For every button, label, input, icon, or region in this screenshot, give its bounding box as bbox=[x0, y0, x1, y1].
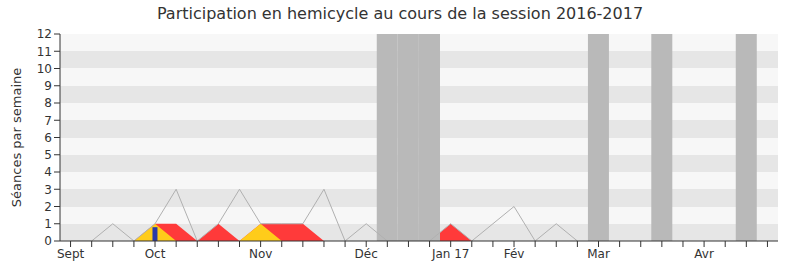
svg-text:0: 0 bbox=[44, 234, 52, 248]
svg-text:9: 9 bbox=[44, 79, 52, 93]
svg-text:12: 12 bbox=[37, 28, 52, 41]
svg-text:Déc: Déc bbox=[355, 247, 378, 261]
svg-text:2: 2 bbox=[44, 200, 52, 214]
svg-text:Nov: Nov bbox=[249, 247, 272, 261]
svg-text:Avr: Avr bbox=[694, 247, 714, 261]
svg-text:Mar: Mar bbox=[587, 247, 610, 261]
svg-text:8: 8 bbox=[44, 96, 52, 110]
svg-text:10: 10 bbox=[37, 62, 52, 76]
html-text:Participation en hemicycle au: Participation en hemicycle au cours de l… bbox=[156, 4, 644, 23]
svg-text:6: 6 bbox=[44, 131, 52, 145]
svg-text:Oct: Oct bbox=[145, 247, 166, 261]
svg-text:Fév: Fév bbox=[504, 247, 525, 261]
svg-text:4: 4 bbox=[44, 165, 52, 179]
svg-text:1: 1 bbox=[44, 217, 52, 231]
svg-text:Sept: Sept bbox=[57, 247, 85, 261]
svg-text:Séances par semaine: Séances par semaine bbox=[9, 68, 24, 207]
svg-text:Jan 17: Jan 17 bbox=[431, 247, 470, 261]
svg-text:11: 11 bbox=[37, 45, 52, 59]
svg-text:3: 3 bbox=[44, 183, 52, 197]
svg-text:7: 7 bbox=[44, 114, 52, 128]
svg-text:5: 5 bbox=[44, 148, 52, 162]
